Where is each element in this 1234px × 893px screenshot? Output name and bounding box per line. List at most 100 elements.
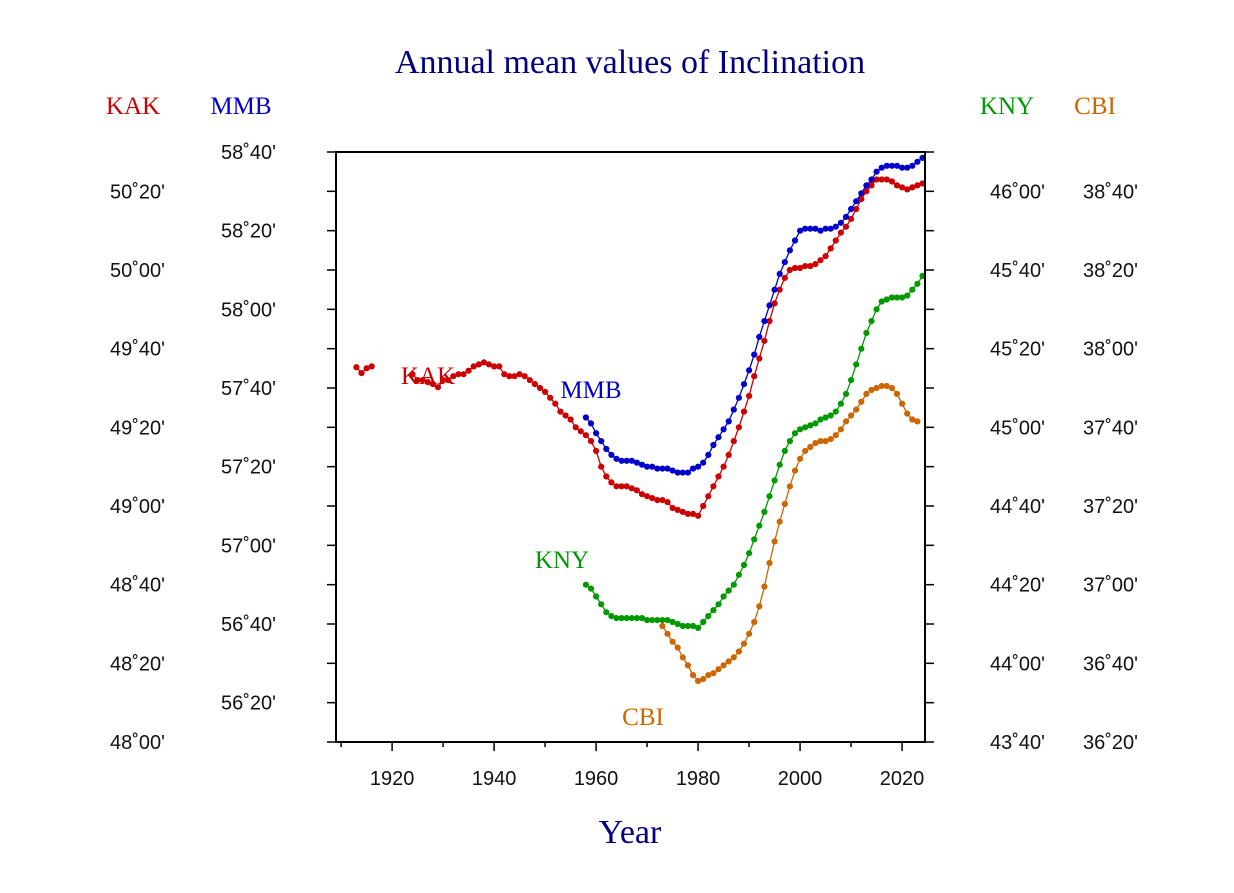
data-point-kny (812, 420, 819, 427)
data-point-kny (593, 593, 600, 600)
y-tick-label-mmb: 58˚20' (221, 221, 276, 243)
data-point-cbi (781, 500, 788, 508)
data-point-cbi (786, 483, 794, 490)
data-point-mmb (720, 426, 727, 433)
y-tick-label-cbi: 38˚00' (1083, 339, 1138, 361)
data-point-kak (766, 318, 773, 325)
data-point-mmb (786, 247, 794, 254)
data-point-mmb (878, 164, 885, 171)
data-point-kak (649, 495, 656, 502)
axis-ticks: 1920 1940 1960 1980 2000 2020 48˚00' 48˚20' 48˚4… (110, 142, 1138, 790)
data-point-kak (802, 263, 809, 270)
data-point-kny (858, 345, 865, 352)
data-point-kak (781, 274, 788, 281)
data-point-kak (445, 377, 452, 384)
data-point-kak (429, 381, 436, 388)
data-point-kak (695, 512, 702, 519)
y-tick-label-mmb: 58˚00' (221, 299, 276, 321)
data-point-kak (587, 438, 595, 445)
data-point-kak (761, 337, 768, 344)
data-point-kak (679, 508, 686, 515)
data-point-kny (730, 581, 737, 588)
data-point-kny (853, 361, 860, 368)
data-point-cbi (689, 672, 697, 679)
data-point-cbi (700, 676, 707, 683)
data-point-mmb (832, 223, 839, 230)
data-point-kak (613, 483, 620, 490)
data-point-kak (409, 371, 416, 378)
data-point-mmb (848, 205, 855, 213)
data-point-kny (904, 292, 911, 299)
data-point-kak (715, 473, 722, 480)
data-point-mmb (802, 225, 809, 232)
data-point-kny (848, 377, 855, 384)
series-label-kny: KNY (535, 547, 589, 574)
data-point-mmb (608, 451, 615, 458)
data-point-kny (893, 294, 901, 301)
data-point-kak (542, 388, 549, 395)
chart-title: Annual mean values of Inclination (395, 44, 865, 81)
data-point-kny (797, 426, 804, 433)
data-point-kak (450, 373, 457, 380)
data-point-cbi (669, 638, 676, 645)
data-point-kak (506, 373, 513, 380)
y-tick-label-cbi: 37˚40' (1083, 417, 1138, 439)
data-point-mmb (669, 467, 676, 474)
data-point-kny (664, 617, 671, 624)
data-point-mmb (751, 351, 758, 358)
data-point-mmb (623, 457, 630, 464)
x-axis-label: Year (599, 814, 662, 851)
data-point-mmb (797, 227, 804, 234)
data-point-kny (679, 622, 686, 630)
data-point-cbi (878, 382, 885, 390)
data-point-mmb (904, 164, 911, 171)
data-point-mmb (649, 463, 656, 470)
data-point-mmb (679, 469, 686, 476)
data-point-cbi (751, 618, 758, 626)
y-tick-label-cbi: 38˚20' (1083, 260, 1138, 282)
data-point-mmb (705, 451, 712, 458)
data-point-kny (786, 438, 794, 445)
series-line-kny (585, 275, 924, 629)
data-point-kak (562, 412, 569, 419)
y-tick-label-kak: 50˚20' (110, 181, 165, 203)
data-point-kak (797, 264, 804, 272)
data-point-mmb (914, 158, 921, 165)
data-point-cbi (705, 672, 712, 679)
data-point-kak (511, 373, 518, 380)
data-point-kak (786, 266, 794, 274)
data-point-cbi (848, 412, 855, 419)
data-point-kny (649, 617, 656, 624)
data-point-cbi (776, 518, 783, 525)
data-point-mmb (740, 381, 748, 388)
data-point-cbi (679, 654, 686, 661)
y-tick-label-kak: 48˚40' (110, 575, 165, 597)
data-point-kak (491, 363, 498, 370)
data-point-kny (684, 622, 692, 630)
data-point-kny (878, 298, 885, 305)
data-point-cbi (695, 677, 702, 685)
y-tick-label-mmb: 58˚40' (221, 142, 276, 164)
data-point-cbi (659, 622, 666, 630)
data-point-cbi (756, 603, 763, 610)
data-point-kak (735, 424, 743, 431)
series-label-mmb: MMB (560, 377, 621, 404)
data-point-kny (710, 607, 717, 614)
data-point-kak (557, 408, 564, 415)
data-point-cbi (740, 640, 748, 647)
data-point-mmb (695, 463, 702, 470)
data-point-cbi (853, 406, 860, 413)
y-tick-label-kny: 45˚40' (990, 260, 1045, 282)
data-point-kak (470, 363, 477, 370)
data-point-kny (659, 617, 666, 624)
data-point-mmb (756, 333, 763, 340)
data-point-kak (618, 483, 625, 490)
data-point-mmb (761, 318, 768, 325)
data-point-kny (802, 424, 809, 431)
data-point-kak (842, 223, 850, 230)
data-point-kny (633, 615, 641, 622)
data-point-kak (577, 428, 584, 435)
axis-head-kak: KAK (106, 93, 160, 120)
data-point-kny (689, 622, 697, 630)
data-point-kak (455, 371, 462, 378)
